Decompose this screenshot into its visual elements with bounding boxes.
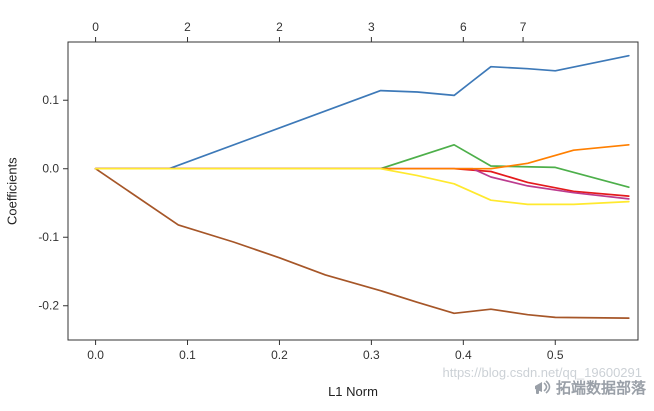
x-axis-title: L1 Norm (328, 384, 378, 399)
x-tick-label: 0.0 (87, 348, 104, 362)
series-coef-brown (94, 167, 630, 319)
watermark-logo-text: 拓端数据部落 (555, 380, 646, 397)
x-tick-label: 0.5 (547, 348, 564, 362)
plot-frame (67, 41, 639, 341)
top-tick-label: 7 (520, 20, 527, 34)
top-tick-label: 2 (184, 20, 191, 34)
y-tick-label: 0.1 (42, 93, 59, 107)
y-tick-label: -0.2 (38, 299, 59, 313)
x-tick-label: 0.4 (455, 348, 472, 362)
top-tick-label: 6 (460, 20, 467, 34)
watermark-logo: 拓端数据部落 (534, 377, 646, 398)
series-coef-magenta (94, 167, 630, 200)
top-tick-label: 0 (92, 20, 99, 34)
y-axis-title: Coefficients (4, 157, 20, 225)
y-tick-label: -0.1 (38, 230, 59, 244)
y-tick-label: 0.0 (42, 162, 59, 176)
x-tick-label: 0.3 (363, 348, 380, 362)
megaphone-icon (534, 379, 552, 396)
series-coef-yellow (94, 167, 630, 206)
x-tick-label: 0.1 (179, 348, 196, 362)
series-coef-orange (94, 143, 630, 170)
series-coef-blue (94, 54, 630, 170)
x-tick-label: 0.2 (271, 348, 288, 362)
top-tick-label: 2 (276, 20, 283, 34)
watermark-url: https://blog.csdn.net/qq_19600291 (442, 365, 643, 380)
top-tick-label: 3 (368, 20, 375, 34)
series-coef-red (94, 167, 630, 197)
